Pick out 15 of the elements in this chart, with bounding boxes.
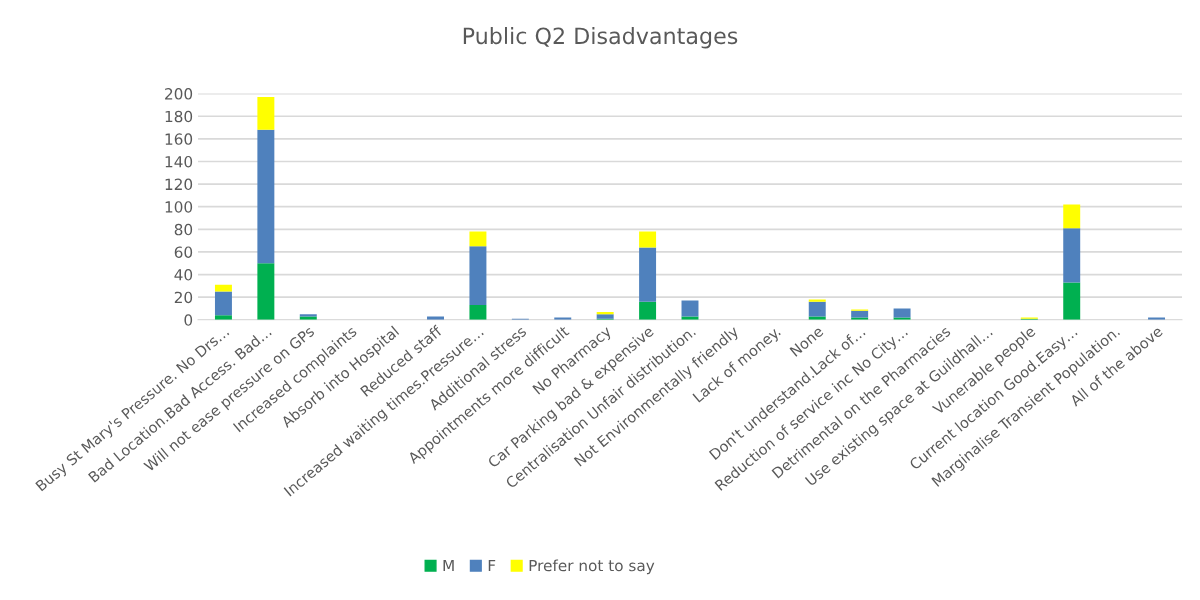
y-tick-label: 20 bbox=[174, 291, 193, 304]
chart-title: Public Q2 Disadvantages bbox=[463, 27, 738, 49]
legend-label: F bbox=[488, 559, 496, 572]
y-tick-label: 140 bbox=[165, 155, 193, 168]
y-tick-label: 200 bbox=[165, 88, 193, 100]
y-tick-label: 0 bbox=[184, 314, 193, 326]
y-tick-label: 120 bbox=[165, 178, 193, 191]
y-tick-label: 40 bbox=[174, 269, 193, 281]
y-tick-label: 80 bbox=[174, 223, 193, 236]
y-tick-label: 180 bbox=[165, 110, 193, 123]
y-tick-label: 160 bbox=[165, 133, 193, 145]
legend-label: M bbox=[443, 559, 454, 572]
legend-label: Prefer not to say bbox=[529, 559, 655, 575]
y-tick-label: 100 bbox=[165, 201, 193, 213]
y-tick-label: 60 bbox=[174, 246, 193, 258]
